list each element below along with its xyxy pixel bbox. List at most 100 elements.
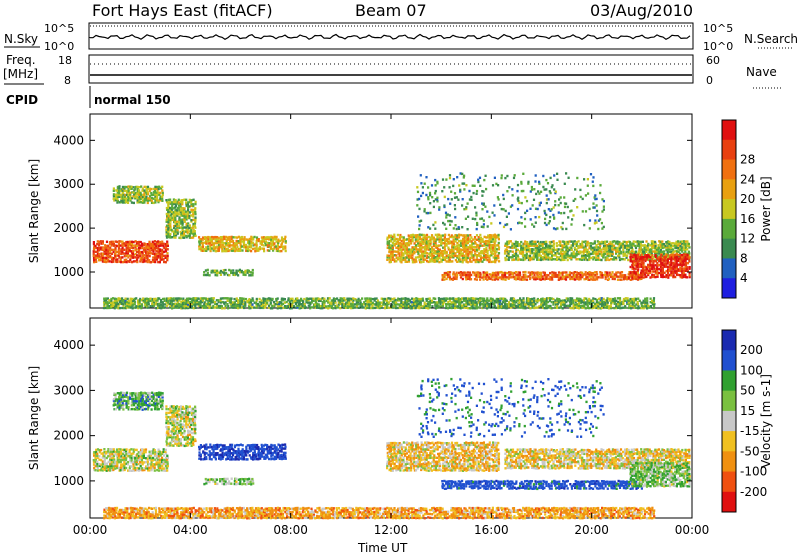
echo-cell: [188, 217, 190, 219]
echo-cell: [396, 238, 398, 240]
echo-cell: [181, 201, 183, 203]
echo-cell: [465, 240, 467, 242]
echo-cell: [615, 257, 617, 259]
echo-cell: [425, 176, 427, 178]
echo-cell: [586, 303, 588, 305]
echo-cell: [166, 241, 168, 243]
echo-cell: [471, 261, 473, 263]
echo-cell: [473, 259, 475, 261]
echo-cell: [386, 259, 388, 261]
echo-cell: [238, 236, 240, 238]
echo-cell: [563, 241, 565, 243]
echo-cell: [495, 274, 497, 276]
echo-cell: [138, 189, 140, 191]
echo-cell: [610, 273, 612, 275]
echo-cell: [529, 276, 531, 278]
echo-cell: [277, 297, 279, 299]
echo-cell: [494, 249, 496, 251]
echo-cell: [589, 275, 591, 277]
echo-cell: [474, 278, 476, 280]
echo-cell: [165, 249, 167, 251]
echo-cell: [681, 254, 683, 256]
echo-cell: [435, 256, 437, 258]
echo-cell: [452, 297, 454, 299]
echo-cell: [627, 245, 629, 247]
echo-cell: [645, 240, 647, 242]
echo-cell: [561, 278, 563, 280]
echo-cell: [443, 204, 445, 206]
echo-cell: [147, 306, 149, 308]
date-label: 03/Aug/2010: [590, 1, 693, 20]
echo-cell: [156, 194, 158, 196]
echo-cell: [180, 205, 182, 207]
echo-cell: [307, 298, 309, 300]
echo-cell: [634, 245, 636, 247]
echo-cell: [121, 297, 123, 299]
echo-cell: [677, 260, 679, 262]
echo-cell: [149, 298, 151, 300]
echo-cell: [518, 276, 520, 278]
echo-cell: [185, 201, 187, 203]
echo-cell: [558, 248, 560, 250]
nave-tick-bottom: 0: [706, 74, 713, 87]
echo-cell: [463, 259, 465, 261]
echo-cell: [134, 188, 136, 190]
echo-cell: [622, 307, 624, 309]
echo-cell: [646, 297, 648, 299]
echo-cell: [510, 271, 512, 273]
echo-cell: [216, 272, 218, 274]
echo-cell: [522, 259, 524, 261]
echo-cell: [147, 186, 149, 188]
echo-cell: [562, 259, 564, 261]
echo-cell: [216, 274, 218, 276]
echo-cell: [487, 250, 489, 252]
echo-cell: [551, 307, 553, 309]
echo-cell: [517, 274, 519, 276]
echo-cell: [166, 243, 168, 245]
echo-cell: [458, 236, 460, 238]
echo-cell: [629, 241, 631, 243]
echo-cell: [127, 202, 129, 204]
echo-cell: [526, 279, 528, 281]
echo-cell: [166, 219, 168, 221]
echo-cell: [611, 247, 613, 249]
echo-cell: [470, 236, 472, 238]
echo-cell: [476, 239, 478, 241]
echo-cell: [411, 307, 413, 309]
echo-cell: [236, 246, 238, 248]
echo-cell: [451, 220, 453, 222]
echo-cell: [214, 270, 216, 272]
echo-cell: [227, 307, 229, 309]
echo-cell: [614, 297, 616, 299]
echo-cell: [377, 299, 379, 301]
echo-cell: [323, 298, 325, 300]
echo-cell: [465, 253, 467, 255]
echo-cell: [556, 259, 558, 261]
echo-cell: [576, 300, 578, 302]
echo-cell: [232, 272, 234, 274]
echo-cell: [271, 307, 273, 309]
echo-cell: [154, 261, 156, 263]
echo-cell: [162, 192, 164, 194]
echo-cell: [463, 300, 465, 302]
echo-cell: [189, 211, 191, 213]
echo-cell: [549, 257, 551, 259]
echo-cell: [146, 257, 148, 259]
echo-cell: [608, 247, 610, 249]
echo-cell: [415, 256, 417, 258]
echo-cell: [663, 250, 665, 252]
echo-cell: [457, 199, 459, 201]
echo-cell: [587, 249, 589, 251]
echo-cell: [241, 249, 243, 251]
echo-cell: [585, 271, 587, 273]
echo-cell: [136, 186, 138, 188]
echo-cell: [429, 306, 431, 308]
echo-cell: [651, 254, 653, 256]
echo-cell: [318, 303, 320, 305]
echo-cell: [461, 173, 463, 175]
echo-cell: [174, 236, 176, 238]
echo-cell: [551, 255, 553, 257]
echo-cell: [218, 248, 220, 250]
echo-cell: [449, 186, 451, 188]
echo-cell: [127, 254, 129, 256]
